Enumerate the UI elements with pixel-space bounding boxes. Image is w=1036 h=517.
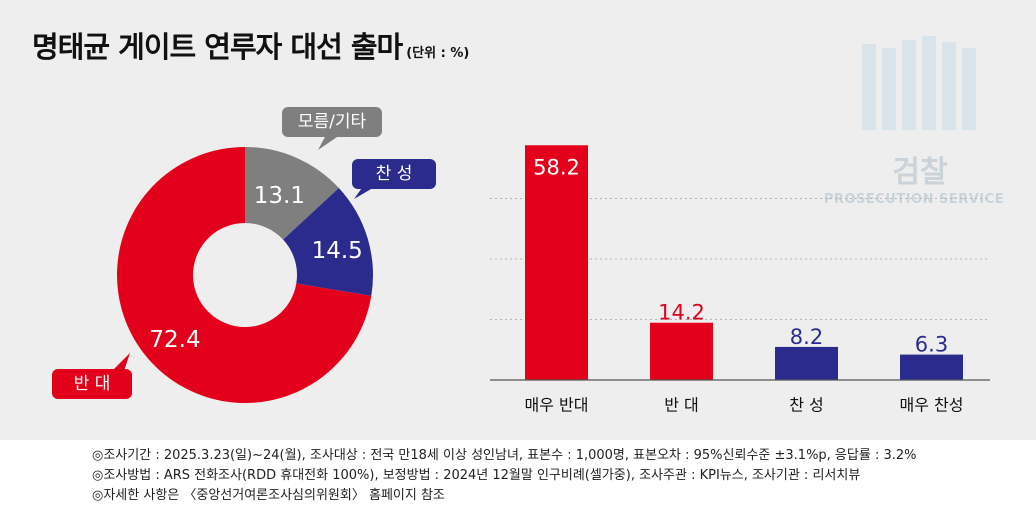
callout-tail [112,353,130,371]
bar-매우반대 [525,145,588,380]
callout-label-모름-기타: 모름/기타 [298,112,367,132]
category-label-찬성: 찬 성 [789,396,824,415]
callout-tail [318,135,340,150]
callout-box [352,159,436,189]
chart-title: 명태균 게이트 연루자 대선 출마 (단위 : %) [32,24,469,66]
slice-value-모름-기타: 13.1 [254,183,305,209]
callout-모름-기타: 모름/기타 [282,107,382,150]
callout-반대: 반 대 [52,353,132,399]
note-line: ◎자세한 사항은 〈중앙선거여론조사심의위원회〉 홈페이지 참조 [92,488,445,503]
category-label-매우반대: 매우 반대 [525,396,589,415]
donut-chart: 72.4 14.5 13.1 모름/기타찬 성반 대 [52,107,436,403]
bar-value-매우반대: 58.2 [533,155,580,179]
survey-notes: ◎조사기간 : 2025.3.23(일)~24(월), 조사대상 : 전국 만1… [92,446,917,506]
bar-chart: 58.2 매우 반대 14.2 반 대 8.2 찬 성 6.3 매우 찬성 [490,145,990,415]
unit-label: (단위 : %) [406,46,470,61]
bar-value-찬성: 8.2 [790,325,823,349]
donut-slice-찬성 [283,187,374,296]
slice-value-찬성: 14.5 [312,238,363,264]
watermark-name: 검찰 [892,155,948,190]
callout-찬성: 찬 성 [352,159,436,199]
callout-box [282,107,382,137]
prosecution-logo-icon [862,36,976,130]
category-label-매우찬성: 매우 찬성 [900,396,964,415]
note-line: ◎조사기간 : 2025.3.23(일)~24(월), 조사대상 : 전국 만1… [92,448,917,463]
chart-panel: 명태균 게이트 연루자 대선 출마 (단위 : %) 검찰 PROSECUTION… [0,0,1036,440]
slice-value-반대: 72.4 [149,327,200,353]
prosecution-watermark: 검찰 PROSECUTION SERVICE [824,36,1004,207]
bar-반대 [650,322,713,380]
title-text: 명태균 게이트 연루자 대선 출마 [32,30,403,64]
callout-label-반대: 반 대 [74,374,111,394]
bar-value-반대: 14.2 [658,301,705,325]
callout-box [52,369,132,399]
donut-slice-반대 [117,147,372,403]
callout-label-찬성: 찬 성 [376,164,413,184]
bar-찬성 [775,346,838,380]
bar-매우찬성 [900,354,963,380]
note-line: ◎조사방법 : ARS 전화조사(RDD 휴대전화 100%), 보정방법 : … [92,468,861,483]
bar-value-매우찬성: 6.3 [915,333,948,357]
category-label-반대: 반 대 [664,396,699,415]
watermark-subtitle: PROSECUTION SERVICE [824,192,1004,207]
donut-slice-모름-기타 [245,147,339,240]
